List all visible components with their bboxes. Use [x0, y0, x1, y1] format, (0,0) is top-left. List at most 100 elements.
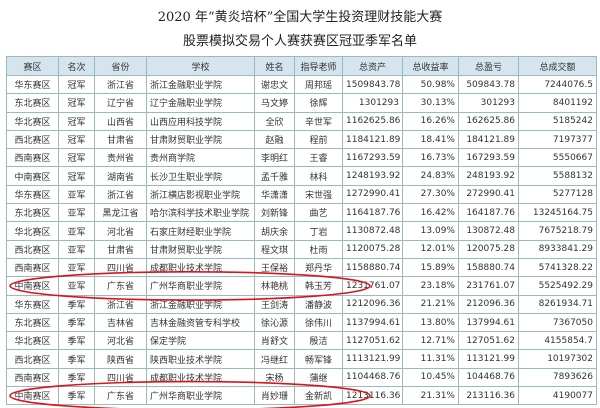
cell: 16.42%: [402, 203, 459, 223]
cell: 5525492.29: [518, 276, 597, 296]
cell: 21.21%: [402, 294, 459, 314]
table-row: 西北赛区 冠军 甘肃省 甘肃财贸职业学院 赵融 程前 1184121.89 18.41% 184…: [6, 129, 597, 150]
cell: 184121.89: [458, 129, 519, 150]
cell: 吉林省: [94, 312, 147, 333]
table-row: 中南赛区 冠军 湖南省 长沙卫生职业学院 孟千雅 林科 1248193.92 24.83% 24…: [6, 166, 597, 186]
table-row: 西南赛区 冠军 贵州省 贵州商学院 李明红 王睿 1167293.59 16.73% 16729…: [6, 148, 597, 168]
cell: 1127051.62: [342, 331, 403, 351]
table-row: 西北赛区 亚军 甘肃省 甘肃财贸职业学院 程文琪 杜雨 1120075.28 12.01% 12…: [6, 239, 597, 259]
cell: 华北赛区: [6, 221, 59, 241]
table-row: 西北赛区 季军 陕西省 陕西职业技术学院 冯继红 畅军锋 1113121.99 11.31% 1…: [6, 349, 597, 369]
table-row: 中南赛区 亚军 广东省 广州华商职业学院 林艳桃 韩玉芳 1231761.07 23.18% 2…: [6, 276, 597, 296]
cell: 浙江横店影视职业学院: [146, 184, 255, 205]
cell: 1184121.89: [342, 129, 403, 150]
cell: 冠军: [58, 111, 95, 131]
column-header: 学校: [146, 56, 255, 76]
table-row: 东北赛区 季军 吉林省 吉林金融资管专科学校 徐沁源 徐伟川 1137994.61 13.80…: [6, 312, 597, 333]
cell: 1509843.78: [342, 74, 403, 95]
cell: 158880.74: [458, 257, 519, 278]
column-header: 指导老师: [294, 56, 343, 76]
cell: 季军: [58, 367, 95, 388]
cell: 272990.41: [458, 184, 519, 205]
cell: 郑丹华: [294, 257, 343, 278]
cell: 13.80%: [402, 312, 459, 333]
table-row: 华东赛区 亚军 浙江省 浙江横店影视职业学院 华潇潇 宋世强 1272990.41 27.30…: [6, 184, 597, 205]
table-row: 西南赛区 季军 四川省 成都职业技术学院 宋杨 蒲继 1104468.76 10.45% 104…: [6, 367, 597, 388]
cell: 248193.92: [458, 166, 519, 186]
cell: 西北赛区: [6, 349, 59, 369]
cell: 蒲继: [294, 367, 343, 388]
cell: 河北省: [94, 331, 147, 351]
cell: 1113121.99: [342, 349, 403, 369]
cell: 林艳桃: [254, 276, 295, 296]
cell: 30.13%: [402, 93, 459, 113]
cell: 浙江省: [94, 184, 147, 205]
cell: 吉林金融资管专科学校: [146, 312, 255, 333]
subtitle: 股票模拟交易个人赛获赛区冠亚季军名单: [182, 34, 417, 49]
cell: 华潇潇: [254, 184, 295, 205]
cell: 河北省: [94, 221, 147, 241]
cell: 301293: [458, 93, 519, 113]
cell: 辛世军: [294, 111, 343, 131]
cell: 1162625.86: [342, 111, 403, 131]
cell: 1272990.41: [342, 184, 403, 205]
cell: 刘新锋: [254, 203, 295, 223]
cell: 保定学院: [146, 331, 255, 351]
cell: 12.71%: [402, 331, 459, 351]
table-row: 华北赛区 季军 河北省 保定学院 肖舒文 殷洁 1127051.62 12.71% 127051…: [6, 331, 597, 351]
cell: 亚军: [58, 203, 95, 223]
cell: 长沙卫生职业学院: [146, 166, 255, 186]
cell: 509843.78: [458, 74, 519, 95]
cell: 7367050: [518, 312, 597, 333]
cell: 西南赛区: [6, 257, 59, 278]
cell: 甘肃省: [94, 129, 147, 150]
cell: 徐伟川: [294, 312, 343, 333]
results-table: 赛区 名次 省份 学校 姓名 指导老师 总资产 总收益率 总盈亏 总成交额 华东赛区 冠军 浙江省 浙江…: [6, 56, 597, 406]
cell: 王剑涛: [254, 294, 295, 314]
cell: 亚军: [58, 184, 95, 205]
cell: 华北赛区: [6, 331, 59, 351]
cell: 213116.36: [458, 386, 519, 406]
cell: 1130872.48: [342, 221, 403, 241]
cell: 167293.59: [458, 148, 519, 168]
cell: 中南赛区: [6, 166, 59, 186]
cell: 4155854.7: [518, 331, 597, 351]
cell: 宋杨: [254, 367, 295, 388]
cell: 陕西省: [94, 349, 147, 369]
cell: 浙江金融职业学院: [146, 294, 255, 314]
header-row: 赛区 名次 省份 学校 姓名 指导老师 总资产 总收益率 总盈亏 总成交额: [6, 56, 597, 76]
table-row: 华北赛区 亚军 河北省 石家庄财经职业学院 胡庆余 丁岩 1130872.48 13.09% 1…: [6, 221, 597, 241]
cell: 马文婷: [254, 93, 295, 113]
cell: 7244076.5: [518, 74, 597, 95]
cell: 4190077: [518, 386, 597, 406]
cell: 16.73%: [402, 148, 459, 168]
cell: 冠军: [58, 148, 95, 168]
cell: 16.26%: [402, 111, 459, 131]
cell: 辽宁省: [94, 93, 147, 113]
cell: 冠军: [58, 129, 95, 150]
cell: 殷洁: [294, 331, 343, 351]
cell: 山西省: [94, 111, 147, 131]
table-body: 华东赛区 冠军 浙江省 浙江金融职业学院 谢忠文 周邦瑶 1509843.78 50.98% 5…: [6, 74, 597, 406]
cell: 贵州商学院: [146, 148, 255, 168]
cell: 亚军: [58, 257, 95, 278]
cell: 1158880.74: [342, 257, 403, 278]
cell: 1137994.61: [342, 312, 403, 333]
cell: 甘肃财贸职业学院: [146, 239, 255, 259]
cell: 林科: [294, 166, 343, 186]
table-row: 中南赛区 季军 广东省 广州华商职业学院 肖妙珊 金新凯 1213116.36 21.31% 2…: [6, 386, 597, 406]
cell: 陕西职业技术学院: [146, 349, 255, 369]
cell: 1104468.76: [342, 367, 403, 388]
cell: 丁岩: [294, 221, 343, 241]
cell: 东北赛区: [6, 203, 59, 223]
cell: 18.41%: [402, 129, 459, 150]
cell: 1164187.76: [342, 203, 403, 223]
cell: 1120075.28: [342, 239, 403, 259]
cell: 10.45%: [402, 367, 459, 388]
column-header: 省份: [94, 56, 147, 76]
cell: 肖舒文: [254, 331, 295, 351]
cell: 130872.48: [458, 221, 519, 241]
cell: 5550667: [518, 148, 597, 168]
cell: 8401192: [518, 93, 597, 113]
